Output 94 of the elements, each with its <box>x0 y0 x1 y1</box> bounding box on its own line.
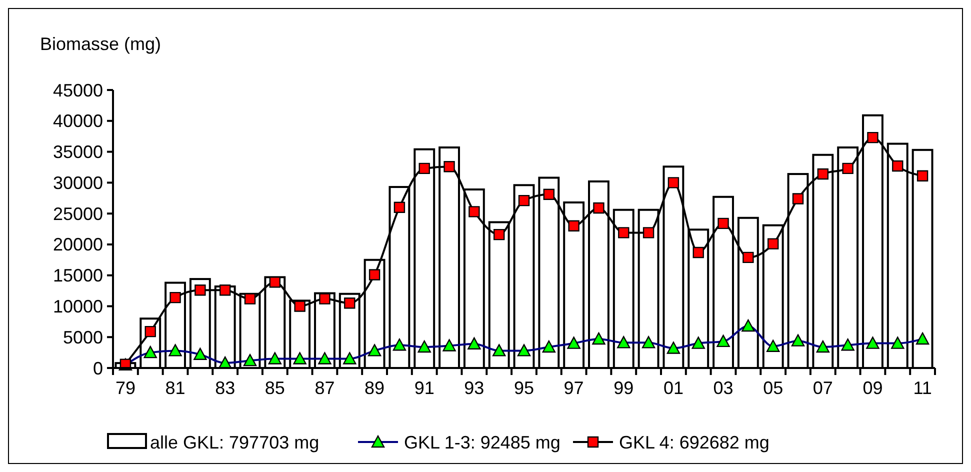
point <box>194 284 206 296</box>
point <box>319 293 330 304</box>
point <box>716 334 730 348</box>
x-tick-label: 79 <box>115 378 136 398</box>
y-tick-label: 35000 <box>52 142 103 162</box>
point <box>294 300 306 312</box>
point <box>168 344 182 356</box>
point <box>493 228 505 240</box>
point <box>219 284 231 296</box>
point <box>394 202 406 213</box>
legend-label: GKL 1-3: 92485 mg <box>404 432 560 452</box>
x-tick-label: 07 <box>812 378 833 398</box>
point <box>767 238 779 250</box>
point <box>892 160 904 172</box>
x-tick-label: 99 <box>614 378 634 398</box>
point <box>891 336 904 349</box>
x-tick-label: 09 <box>862 378 883 398</box>
point <box>816 340 830 353</box>
point <box>492 344 506 356</box>
point <box>567 336 580 349</box>
point <box>692 336 705 349</box>
x-tick-label: 97 <box>564 378 584 398</box>
point <box>418 162 430 174</box>
point <box>593 202 604 214</box>
point <box>916 332 930 345</box>
x-tick-label: 89 <box>364 378 385 398</box>
point <box>542 340 556 353</box>
x-tick-label: 85 <box>264 378 285 398</box>
point <box>442 339 456 352</box>
point <box>368 269 380 280</box>
point <box>418 340 431 353</box>
x-tick-label: 95 <box>514 378 534 398</box>
y-tick-label: 45000 <box>52 80 103 100</box>
x-tick-label: 03 <box>713 378 734 398</box>
point <box>642 227 654 238</box>
point <box>468 337 481 350</box>
point <box>618 227 630 238</box>
x-tick-label: 83 <box>215 378 236 398</box>
x-tick-label: 01 <box>663 378 684 398</box>
point <box>916 170 928 182</box>
point <box>468 206 480 218</box>
point <box>718 218 729 230</box>
point <box>666 342 680 354</box>
point <box>766 340 780 352</box>
point <box>742 252 754 264</box>
point <box>144 346 157 358</box>
x-tick-label: 93 <box>464 378 484 398</box>
point <box>243 354 257 366</box>
x-tick-label: 05 <box>763 378 784 398</box>
y-tick-label: 0 <box>92 358 103 378</box>
point <box>144 326 156 338</box>
point <box>170 292 181 304</box>
point <box>543 188 555 200</box>
y-axis-title: Biomasse (mg) <box>40 34 162 54</box>
point <box>742 319 755 332</box>
y-tick-label: 40000 <box>52 111 103 132</box>
point <box>444 161 455 172</box>
point <box>368 344 382 356</box>
point <box>268 352 282 364</box>
point <box>518 194 530 206</box>
x-tick-label: 81 <box>165 378 186 398</box>
point <box>842 162 854 174</box>
point <box>817 168 829 180</box>
point <box>392 338 406 351</box>
point <box>792 193 804 204</box>
point <box>867 132 878 144</box>
point <box>866 336 880 349</box>
point <box>692 246 704 258</box>
point <box>668 177 680 188</box>
point <box>617 336 630 348</box>
point <box>517 344 531 356</box>
legend-label: alle GKL: 797703 mg <box>150 432 320 452</box>
y-tick-label: 25000 <box>52 204 103 224</box>
point <box>293 352 306 364</box>
point <box>841 338 854 351</box>
point <box>568 220 580 232</box>
point <box>244 293 256 304</box>
point <box>642 336 656 348</box>
legend-label: GKL 4: 692682 mg <box>619 432 770 452</box>
point <box>269 276 281 288</box>
point <box>791 334 805 346</box>
x-tick-label: 87 <box>314 378 335 398</box>
point <box>344 298 356 309</box>
y-tick-label: 30000 <box>52 172 103 193</box>
x-tick-label: 91 <box>414 378 434 398</box>
y-tick-label: 5000 <box>62 327 103 348</box>
x-tick-label: 11 <box>913 378 932 398</box>
y-tick-label: 15000 <box>52 266 103 286</box>
y-tick-label: 20000 <box>52 234 103 255</box>
point <box>343 352 356 364</box>
point <box>592 332 606 345</box>
y-tick-label: 10000 <box>52 296 103 317</box>
point <box>194 348 207 360</box>
point <box>318 352 332 364</box>
